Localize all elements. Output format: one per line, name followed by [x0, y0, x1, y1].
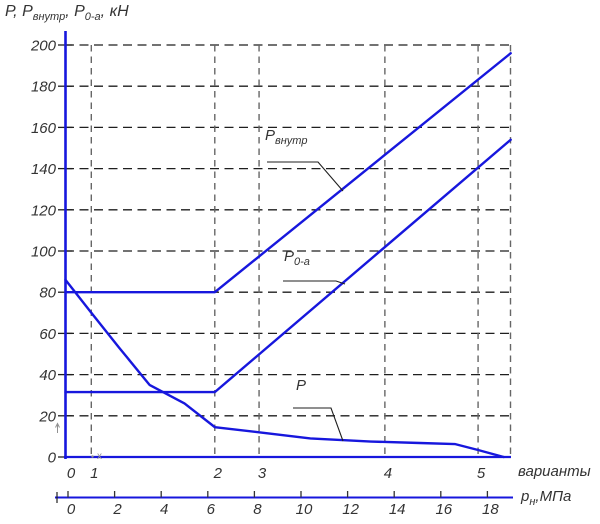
- origin-arrowhead-icon: [55, 422, 60, 428]
- leader-p-vnutr: [267, 161, 344, 192]
- x-axis-label-variants: варианты: [518, 463, 591, 480]
- svg-text:120: 120: [31, 202, 57, 219]
- svg-text:3: 3: [258, 465, 267, 482]
- svg-text:0: 0: [67, 465, 76, 482]
- svg-text:200: 200: [30, 38, 57, 55]
- svg-text:6: 6: [207, 501, 216, 518]
- y-axis-title: Р, Рвнутр, Р0-а, кН: [5, 3, 129, 23]
- axes: [64, 31, 511, 459]
- curve-label-p-0a: Р0-а: [284, 248, 310, 268]
- svg-text:5: 5: [477, 465, 486, 482]
- svg-text:0: 0: [48, 450, 57, 467]
- pressure-axis: 0 2 4 6 8 10 12 14 16 18: [55, 491, 513, 518]
- curve-p-0a: [64, 138, 512, 394]
- svg-text:180: 180: [31, 79, 57, 96]
- label-leaders: [267, 161, 346, 442]
- svg-text:14: 14: [389, 501, 406, 518]
- svg-text:10: 10: [296, 501, 313, 518]
- svg-text:4: 4: [384, 465, 392, 482]
- svg-text:60: 60: [39, 326, 56, 343]
- x-axis-label-pressure: рн,МПа: [521, 488, 572, 508]
- svg-text:16: 16: [435, 501, 452, 518]
- y-tick-labels: 0 20 40 60 80 100 120 140 160 180 200: [30, 38, 57, 467]
- svg-text:8: 8: [253, 501, 262, 518]
- horizontal-gridlines: [65, 44, 511, 417]
- svg-text:80: 80: [39, 285, 56, 302]
- curve-p-vnutr: [64, 52, 512, 294]
- leader-p: [293, 407, 344, 442]
- svg-text:160: 160: [31, 120, 57, 137]
- cad-origin-artifacts: x: [55, 422, 102, 462]
- curve-label-p: Р: [296, 377, 307, 394]
- svg-text:1: 1: [90, 465, 98, 482]
- svg-text:4: 4: [160, 501, 168, 518]
- curve-p: [64, 278, 505, 459]
- svg-text:2: 2: [213, 465, 223, 482]
- svg-text:40: 40: [39, 367, 56, 384]
- svg-text:12: 12: [342, 501, 359, 518]
- svg-text:2: 2: [112, 501, 122, 518]
- svg-text:0: 0: [67, 501, 76, 518]
- origin-x-marker: x: [97, 451, 102, 462]
- origin-dot-icon: [91, 455, 94, 458]
- svg-text:100: 100: [31, 244, 57, 261]
- leader-p-0a: [283, 280, 346, 285]
- svg-text:18: 18: [482, 501, 499, 518]
- svg-text:140: 140: [31, 161, 57, 178]
- curve-label-p-vnutr: Рвнутр: [265, 127, 308, 147]
- svg-text:20: 20: [38, 408, 56, 425]
- y-axis-title-text: Р, Р: [5, 3, 33, 20]
